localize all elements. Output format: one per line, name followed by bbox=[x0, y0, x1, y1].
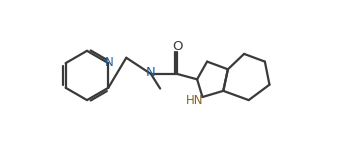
Text: N: N bbox=[105, 56, 114, 69]
Text: O: O bbox=[172, 40, 182, 53]
Text: HN: HN bbox=[186, 94, 203, 107]
Text: N: N bbox=[146, 66, 156, 79]
